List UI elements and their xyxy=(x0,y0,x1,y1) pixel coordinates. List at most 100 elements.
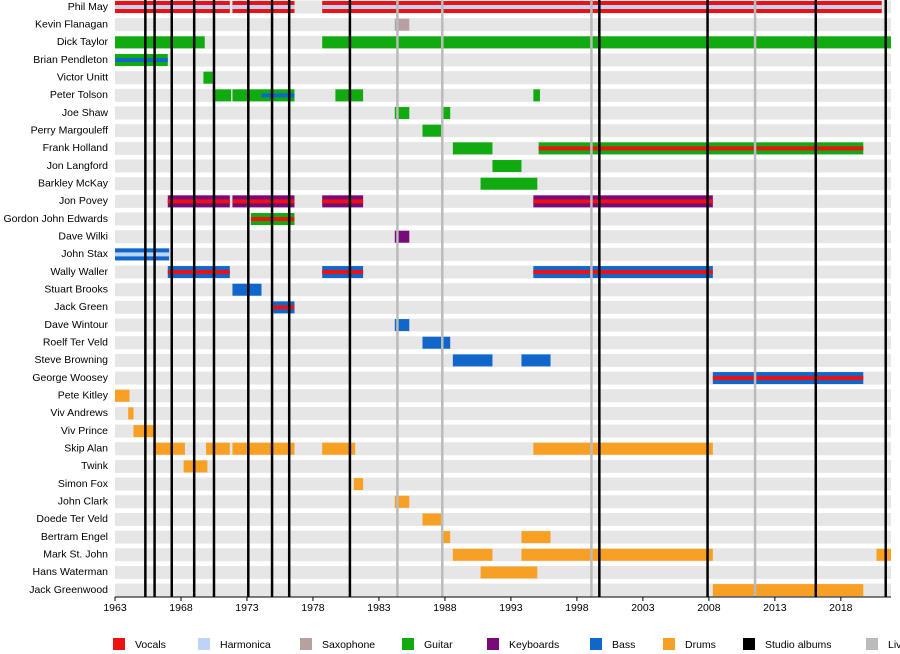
tenure-stripe xyxy=(115,252,170,257)
x-tick-label: 1973 xyxy=(235,602,259,614)
tenure-bar xyxy=(203,71,213,84)
member-name: Simon Fox xyxy=(58,478,109,490)
tenure-bar xyxy=(492,160,522,173)
member-name: Jon Langford xyxy=(47,160,108,172)
member-name: Skip Alan xyxy=(64,443,108,455)
row-band xyxy=(115,247,891,261)
row-band xyxy=(115,300,891,314)
member-name: John Clark xyxy=(58,496,109,508)
legend-label: Saxophone xyxy=(322,639,375,651)
tenure-bar xyxy=(115,389,130,402)
row-band xyxy=(115,71,891,85)
legend-label: Bass xyxy=(612,639,635,651)
row-band xyxy=(115,283,891,297)
member-name: Doede Ter Veld xyxy=(36,513,108,525)
tenure-bar xyxy=(452,142,493,155)
member-name: John Stax xyxy=(61,248,108,260)
row-band xyxy=(115,477,891,491)
member-name: Bertram Engel xyxy=(41,531,108,543)
tenure-bar xyxy=(521,354,551,367)
row-band xyxy=(115,371,891,385)
tenure-bar xyxy=(712,584,864,597)
tenure-bar xyxy=(183,460,208,473)
row-band xyxy=(115,442,891,456)
tenure-stripe xyxy=(322,270,364,275)
tenure-stripe xyxy=(232,199,295,204)
member-name: Perry Margouleff xyxy=(31,124,109,136)
tenure-bar xyxy=(452,354,493,367)
tenure-bar xyxy=(322,442,356,455)
row-band xyxy=(115,318,891,332)
member-name: Jon Povey xyxy=(59,195,109,207)
member-name: Twink xyxy=(81,460,109,472)
tenure-bar xyxy=(480,566,538,579)
tenure-bar xyxy=(452,548,493,561)
tenure-bar xyxy=(322,36,891,49)
legend-label: Keyboards xyxy=(509,639,559,651)
tenure-bar xyxy=(533,442,713,455)
row-band xyxy=(115,424,891,438)
tenure-bar xyxy=(876,548,891,561)
member-name: Dick Taylor xyxy=(57,36,109,48)
member-name: Roelf Ter Veld xyxy=(43,337,108,349)
member-name: Jack Greenwood xyxy=(29,584,108,596)
member-name: George Woosey xyxy=(32,372,108,384)
member-name: Dave Wintour xyxy=(44,319,108,331)
tenure-bar xyxy=(128,407,134,420)
member-name: Wally Waller xyxy=(50,266,108,278)
x-tick-label: 1998 xyxy=(565,602,589,614)
tenure-bar xyxy=(422,124,443,137)
x-tick-label: 1983 xyxy=(367,602,391,614)
legend-swatch xyxy=(113,638,125,650)
member-name: Stuart Brooks xyxy=(44,284,108,296)
legend-swatch xyxy=(198,638,210,650)
tenure-stripe xyxy=(712,376,864,381)
legend-swatch xyxy=(300,638,312,650)
tenure-bar xyxy=(440,107,451,120)
tenure-bar xyxy=(422,336,451,349)
tenure-bar xyxy=(133,425,155,438)
member-name: Phil May xyxy=(68,1,109,13)
tenure-stripe xyxy=(167,199,230,204)
row-band xyxy=(115,18,891,32)
x-tick-label: 2018 xyxy=(829,602,853,614)
legend-swatch xyxy=(590,638,602,650)
tenure-stripe xyxy=(533,270,713,275)
legend-label: Harmonica xyxy=(220,639,271,651)
x-tick-label: 2013 xyxy=(763,602,787,614)
x-tick-label: 1988 xyxy=(433,602,457,614)
member-name: Dave Wilki xyxy=(58,230,108,242)
member-name: Jack Green xyxy=(54,301,108,313)
row-band xyxy=(115,124,891,138)
tenure-bar xyxy=(153,442,185,455)
x-tick-label: 1978 xyxy=(301,602,325,614)
member-name: Hans Waterman xyxy=(33,566,109,578)
row-band xyxy=(115,353,891,367)
member-name: Steve Browning xyxy=(34,354,108,366)
legend-label: Vocals xyxy=(135,639,166,651)
row-band xyxy=(115,194,891,208)
x-tick-label: 1968 xyxy=(169,602,193,614)
legend-swatch xyxy=(402,638,414,650)
tenure-stripe xyxy=(273,305,295,310)
tenure-stripe xyxy=(261,93,295,98)
member-name: Gordon John Edwards xyxy=(4,213,108,225)
legend-swatch xyxy=(866,638,878,650)
tenure-bar xyxy=(533,89,540,102)
member-name: Barkley McKay xyxy=(38,177,109,189)
tenure-bar xyxy=(521,548,713,561)
tenure-bar xyxy=(422,513,443,526)
member-name: Pete Kitley xyxy=(58,390,109,402)
member-name: Peter Tolson xyxy=(50,89,108,101)
member-name: Brian Pendleton xyxy=(33,54,108,66)
member-name: Viv Prince xyxy=(61,425,108,437)
row-band xyxy=(115,230,891,244)
row-band xyxy=(115,88,891,102)
member-name: Mark St. John xyxy=(43,549,108,561)
row-band xyxy=(115,583,891,597)
row-band xyxy=(115,265,891,279)
tenure-stripe xyxy=(538,146,864,151)
member-name: Viv Andrews xyxy=(50,407,108,419)
member-name: Victor Unitt xyxy=(57,71,108,83)
x-tick-label: 1963 xyxy=(103,602,127,614)
